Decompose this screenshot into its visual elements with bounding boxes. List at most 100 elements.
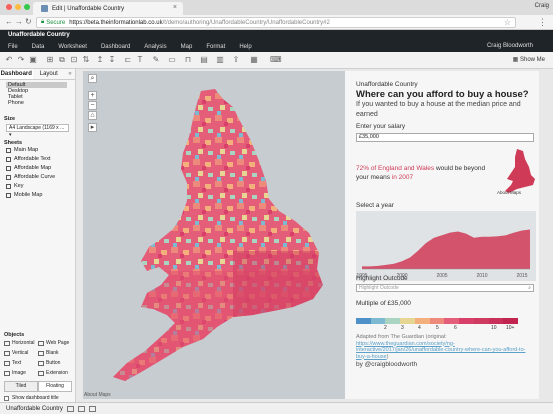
clear-sheet-icon[interactable]: ⊡ <box>70 55 78 64</box>
fix-axes-icon[interactable]: ⊓ <box>184 55 192 64</box>
inset-map[interactable] <box>501 147 537 195</box>
show-me-button[interactable]: ▦ Show Me <box>513 56 545 63</box>
device-desktop[interactable]: Desktop <box>8 88 29 94</box>
legend-swatch[interactable] <box>356 318 371 324</box>
close-window-icon[interactable] <box>6 4 12 10</box>
forward-icon[interactable]: → <box>15 17 23 26</box>
browser-user[interactable]: Craig <box>534 3 549 9</box>
comment-icon[interactable]: ⌨ <box>270 55 282 64</box>
year-area-chart[interactable]: 1995 2000 2005 2010 2015 <box>356 211 536 281</box>
close-tab-icon[interactable]: × <box>172 4 177 11</box>
pan-icon[interactable]: ▸ <box>88 123 97 132</box>
england-wales-map[interactable] <box>83 71 345 399</box>
browser-tab[interactable]: Edit | Unaffordable Country × <box>33 2 183 15</box>
home-icon[interactable]: ⌂ <box>88 111 97 120</box>
color-legend[interactable] <box>356 318 519 324</box>
fit-icon[interactable]: ▭ <box>168 55 176 64</box>
size-dropdown[interactable]: A4 Landscape (1169 x ... ▾ <box>6 124 69 138</box>
tab-dashboard[interactable]: Dashboard <box>0 69 33 79</box>
credit-link[interactable]: https://www.theguardian.com/society/ng-i… <box>356 340 526 360</box>
presentation-icon[interactable]: ▥ <box>216 55 224 64</box>
menu-data[interactable]: Data <box>31 43 45 50</box>
reload-icon[interactable]: ↻ <box>25 17 32 26</box>
device-phone[interactable]: Phone <box>8 100 24 106</box>
sheet-icon <box>6 166 11 171</box>
legend-swatch[interactable] <box>385 318 401 324</box>
object-vertical[interactable]: Vertical <box>4 350 38 356</box>
zoom-out-icon[interactable]: − <box>88 101 97 110</box>
url-field[interactable]: 🔒︎ Secure https://beta.theinformationlab… <box>36 17 516 28</box>
maximize-window-icon[interactable] <box>24 4 30 10</box>
sort-desc-icon[interactable]: ↧ <box>108 55 116 64</box>
legend-swatch[interactable] <box>400 318 415 324</box>
label-icon[interactable]: T <box>137 55 143 64</box>
legend-swatch[interactable] <box>459 318 474 324</box>
tiled-toggle[interactable]: Tiled <box>4 381 38 392</box>
tooltip-icon[interactable]: ▤ <box>200 55 208 64</box>
new-worksheet-icon[interactable] <box>66 405 74 412</box>
legend-swatch[interactable] <box>414 318 430 324</box>
map-credit[interactable]: About Maps <box>84 392 111 398</box>
menu-format[interactable]: Format <box>206 43 226 50</box>
object-text[interactable]: Text <box>4 360 38 366</box>
legend-swatch[interactable] <box>444 318 460 324</box>
object-web-page[interactable]: Web Page <box>38 340 72 346</box>
minimize-window-icon[interactable] <box>15 4 21 10</box>
highlight-input[interactable]: Highlight Outcode ⌕ <box>356 284 534 292</box>
sheet-item[interactable]: Affordable Curve <box>0 173 75 182</box>
sheet-item[interactable]: Key <box>0 182 75 191</box>
legend-swatch[interactable] <box>370 318 386 324</box>
back-icon[interactable]: ← <box>5 17 13 26</box>
menu-worksheet[interactable]: Worksheet <box>58 43 87 50</box>
duplicate-sheet-icon[interactable]: ⧉ <box>59 55 65 64</box>
floating-toggle[interactable]: Floating <box>38 381 72 392</box>
legend-swatch[interactable] <box>429 318 445 324</box>
collapse-panel-icon[interactable]: « <box>68 71 72 77</box>
menu-help[interactable]: Help <box>239 43 252 50</box>
menu-dashboard[interactable]: Dashboard <box>100 43 131 50</box>
save-icon[interactable]: ▣ <box>29 55 37 64</box>
device-default[interactable]: Default <box>6 82 67 88</box>
object-button[interactable]: Button <box>38 360 72 366</box>
object-horizontal[interactable]: Horizontal <box>4 340 38 346</box>
salary-input[interactable]: £35,000 <box>356 133 534 142</box>
device-preview-icon[interactable]: ▦ <box>250 55 258 64</box>
author-credit[interactable]: by @craigbloodworth <box>356 361 418 368</box>
object-extension[interactable]: Extension <box>38 370 72 376</box>
bookmark-star-icon[interactable]: ☆ <box>503 18 511 27</box>
show-title-checkbox[interactable]: Show dashboard title <box>4 395 72 401</box>
device-tablet[interactable]: Tablet <box>8 94 23 100</box>
menu-map[interactable]: Map <box>180 43 193 50</box>
sheet-item[interactable]: Affordable Map <box>0 164 75 173</box>
menu-file[interactable]: File <box>8 43 18 50</box>
inset-caption[interactable]: About Maps <box>497 190 522 195</box>
sheet-item[interactable]: Mobile Map <box>0 191 75 200</box>
map-search-icon[interactable]: ⌕ <box>88 74 97 83</box>
tableau-user-menu[interactable]: Craig Bloodworth <box>486 43 533 49</box>
highlight-icon[interactable]: ✎ <box>152 55 160 64</box>
new-sheet-icon[interactable]: ⊞ <box>46 55 54 64</box>
object-blank[interactable]: Blank <box>38 350 72 356</box>
group-icon[interactable]: ⊏ <box>124 55 132 64</box>
area-chart-svg[interactable]: 1995 2000 2005 2010 2015 <box>356 211 536 281</box>
share-icon[interactable]: ⇪ <box>232 55 240 64</box>
area-series[interactable] <box>362 229 530 269</box>
sheet-item[interactable]: Affordable Text <box>0 155 75 164</box>
swap-icon[interactable]: ⇅ <box>82 55 90 64</box>
main-map[interactable]: ⌕ + − ⌂ ▸ About Maps <box>83 71 345 399</box>
redo-icon[interactable]: ↷ <box>17 55 25 64</box>
zoom-in-icon[interactable]: + <box>88 91 97 100</box>
undo-icon[interactable]: ↶ <box>5 55 13 64</box>
legend-swatch[interactable] <box>473 318 489 324</box>
new-dashboard-icon[interactable] <box>77 405 85 412</box>
sort-asc-icon[interactable]: ↥ <box>96 55 104 64</box>
menu-analysis[interactable]: Analysis <box>144 43 167 50</box>
object-image[interactable]: Image <box>4 370 38 376</box>
browser-menu-icon[interactable]: ⋮ <box>538 17 547 27</box>
dashboard-tab[interactable]: Unaffordable Country <box>6 405 63 412</box>
new-story-icon[interactable] <box>88 405 96 412</box>
tab-layout[interactable]: Layout <box>39 71 58 77</box>
legend-swatch[interactable] <box>503 318 519 324</box>
legend-swatch[interactable] <box>488 318 504 324</box>
sheet-item[interactable]: Main Map <box>0 146 75 155</box>
